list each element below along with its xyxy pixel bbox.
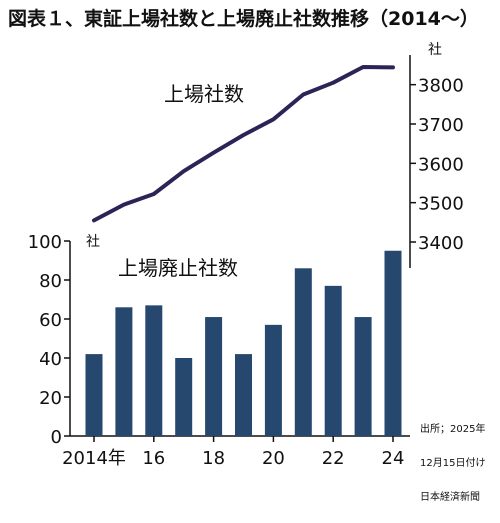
bar-y-tick-label: 100: [28, 232, 62, 253]
bar-y-tick-label: 40: [39, 349, 62, 370]
bar: [235, 354, 252, 436]
bar-x-tick-label: 20: [262, 448, 285, 469]
bar: [354, 317, 372, 436]
line-y-tick-label: 3500: [418, 194, 464, 215]
bar-series-label: 上場廃止社数: [118, 256, 238, 280]
bar-y-tick-label: 80: [39, 271, 62, 292]
source-note: 出所；2025年 12月15日付け 日本経済新聞: [420, 404, 485, 523]
bar-x-tick-label: 22: [322, 448, 345, 469]
chart-title: 図表１、東証上場社数と上場廃止社数推移（2014〜）: [8, 8, 479, 30]
bar: [85, 354, 103, 436]
line-series: [92, 65, 395, 223]
line-y-tick-label: 3400: [418, 233, 464, 254]
source-line-1: 出所；2025年: [420, 424, 486, 435]
bar-chart: 0 20 40 60 80 100 社 2014年 16 18 20 22 24 上場廃止社数: [28, 232, 410, 469]
bar: [384, 250, 402, 436]
line-series-label: 上場社数: [164, 82, 244, 106]
bar-y-tick-label: 20: [39, 388, 62, 409]
bar: [205, 317, 223, 436]
bar-x-tick-label: 16: [142, 448, 165, 469]
line-y-tick-label: 3700: [418, 115, 464, 136]
bar-x-tick-label: 2014年: [62, 448, 126, 469]
source-line-3: 日本経済新聞: [420, 492, 480, 503]
source-line-2: 12月15日付け: [420, 458, 486, 469]
line-y-tick-label: 3600: [418, 154, 464, 175]
bar: [115, 307, 133, 436]
bar-x-tick-label: 24: [382, 448, 405, 469]
bar-y-tick-label: 60: [39, 310, 62, 331]
bar-y-tick-label: 0: [51, 427, 62, 448]
bar: [324, 285, 342, 436]
bar: [175, 358, 193, 436]
bar-x-tick-label: 18: [202, 448, 225, 469]
bar: [294, 268, 312, 436]
chart-figure: 図表１、東証上場社数と上場廃止社数推移（2014〜） 0 20 40 60 80 100 社…: [8, 8, 485, 503]
line-y-tick-label: 3800: [418, 76, 464, 97]
bar-unit-label: 社: [86, 234, 100, 250]
line-unit-label: 社: [428, 42, 442, 58]
bar: [145, 305, 163, 436]
bar: [264, 324, 282, 436]
